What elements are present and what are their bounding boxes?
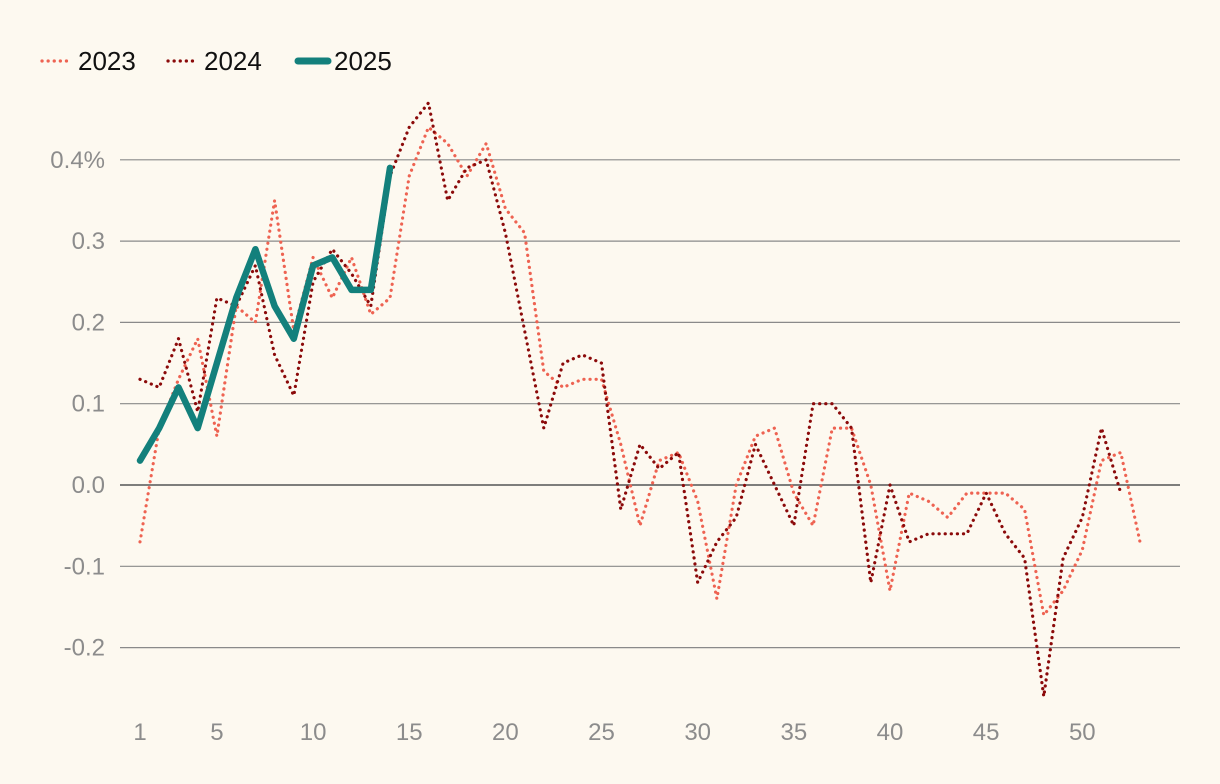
x-tick-label: 5 — [210, 719, 223, 746]
y-tick-label: -0.2 — [64, 635, 105, 662]
series-line-2023 — [138, 125, 1142, 617]
y-tick-label: 0.0 — [72, 472, 105, 499]
x-tick-label: 50 — [1069, 719, 1096, 746]
y-tick-label: 0.2 — [72, 309, 105, 336]
x-tick-label: 30 — [684, 719, 711, 746]
legend: 2023 2024 2025 — [40, 46, 392, 76]
x-axis-labels: 1 5 10 15 20 25 30 35 40 45 50 — [133, 719, 1095, 746]
x-tick-label: 1 — [133, 719, 146, 746]
y-axis-labels: 0.4% 0.3 0.2 0.1 0.0 -0.1 -0.2 — [50, 147, 105, 662]
x-tick-label: 10 — [300, 719, 327, 746]
x-tick-label: 15 — [396, 719, 423, 746]
series-lines — [136, 101, 1142, 698]
x-tick-label: 20 — [492, 719, 519, 746]
x-tick-label: 45 — [973, 719, 1000, 746]
x-tick-label: 25 — [588, 719, 615, 746]
series-line-2024 — [138, 101, 1123, 698]
series-line-2025 — [136, 164, 394, 464]
y-tick-label: -0.1 — [64, 553, 105, 580]
legend-label-2023: 2023 — [78, 46, 136, 76]
y-tick-label: 0.4% — [50, 147, 105, 174]
legend-label-2025: 2025 — [334, 46, 392, 76]
legend-label-2024: 2024 — [204, 46, 262, 76]
y-tick-label: 0.3 — [72, 228, 105, 255]
y-tick-label: 0.1 — [72, 391, 105, 418]
grid-lines — [120, 159, 1180, 649]
x-tick-label: 35 — [780, 719, 807, 746]
x-tick-label: 40 — [877, 719, 904, 746]
